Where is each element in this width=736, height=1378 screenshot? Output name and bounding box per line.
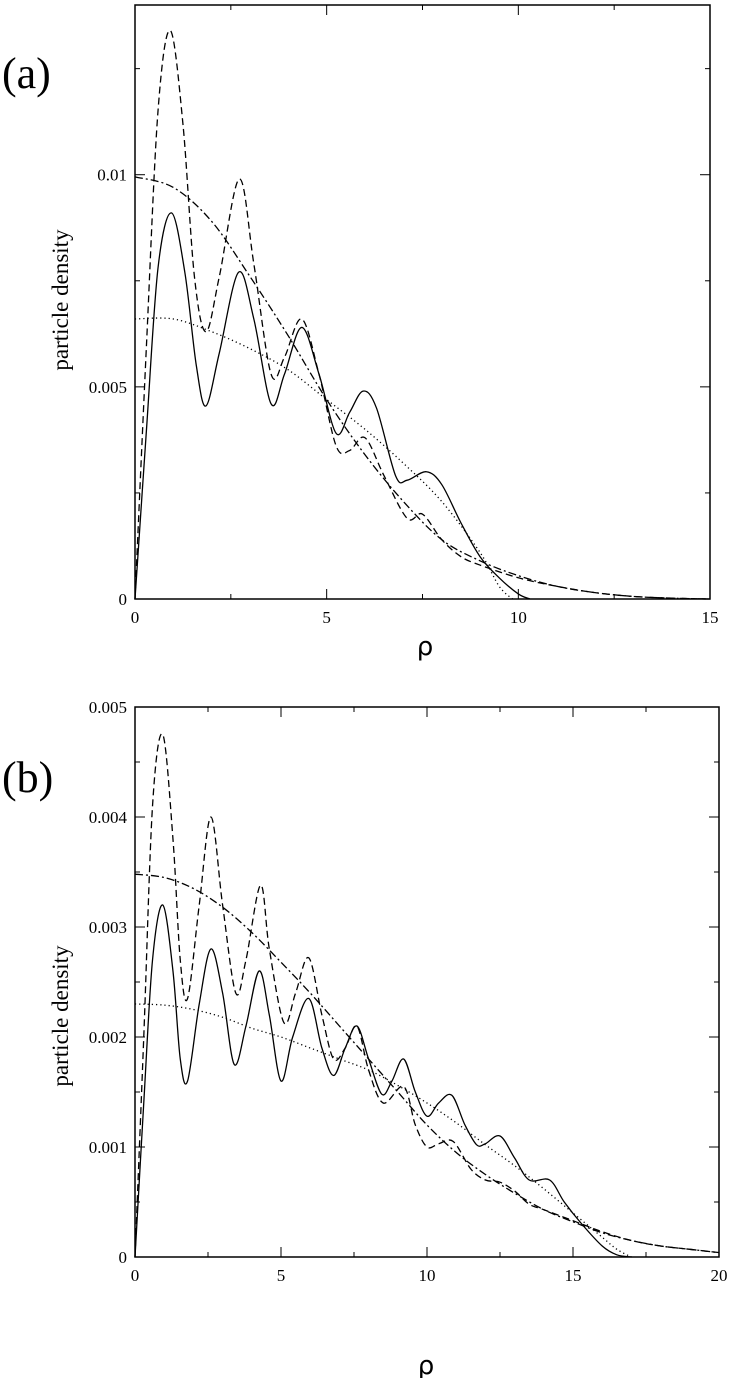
y-tick-label: 0.01 — [97, 166, 127, 185]
panel-a: (a) particle density ρ 0 5 10 15 0 0.005 0.01 — [2, 4, 719, 662]
panel-b-series — [134, 733, 720, 1258]
panel-a-ylabel: particle density — [48, 229, 73, 371]
panel-b: (b) particle density ρ 0 5 10 15 20 0 0.001 0.0… — [2, 698, 728, 1378]
series-line-dotted — [134, 1003, 632, 1258]
x-tick-label: 20 — [711, 1266, 728, 1285]
x-tick-label: 10 — [419, 1266, 436, 1285]
panel-b-ticks: 0 5 10 15 20 0 0.001 0.002 0.003 0.004 0.005 — [89, 698, 728, 1285]
x-tick-label: 10 — [510, 608, 527, 627]
y-tick-label: 0.005 — [89, 378, 127, 397]
panel-b-frame — [134, 706, 720, 1258]
x-tick-label: 15 — [702, 608, 719, 627]
series-line-dashed — [134, 733, 720, 1258]
panel-b-ylabel: particle density — [48, 945, 73, 1087]
y-tick-label: 0.002 — [89, 1028, 127, 1047]
series-line-dotted — [134, 317, 514, 600]
y-tick-label: 0 — [119, 590, 128, 609]
series-line-dashdot — [134, 176, 711, 600]
x-tick-label: 0 — [131, 608, 140, 627]
y-tick-label: 0.001 — [89, 1138, 127, 1157]
series-line-solid — [134, 904, 632, 1258]
panel-a-frame — [134, 4, 711, 600]
panel-a-label: (a) — [2, 49, 51, 98]
x-tick-label: 5 — [277, 1266, 286, 1285]
y-tick-label: 0 — [119, 1248, 128, 1267]
x-tick-label: 15 — [565, 1266, 582, 1285]
panel-b-xlabel: ρ — [418, 1351, 435, 1378]
x-tick-label: 5 — [322, 608, 331, 627]
x-tick-label: 0 — [131, 1266, 140, 1285]
panel-a-ticks: 0 5 10 15 0 0.005 0.01 — [89, 5, 719, 627]
series-line-solid — [134, 212, 531, 600]
panel-b-label: (b) — [2, 753, 53, 802]
panel-a-series — [134, 29, 711, 600]
y-tick-label: 0.003 — [89, 918, 127, 937]
series-line-dashdot — [134, 873, 720, 1254]
series-line-dashed — [134, 29, 711, 600]
y-tick-label: 0.004 — [89, 808, 128, 827]
panel-a-xlabel: ρ — [417, 632, 434, 662]
y-tick-label: 0.005 — [89, 698, 127, 717]
